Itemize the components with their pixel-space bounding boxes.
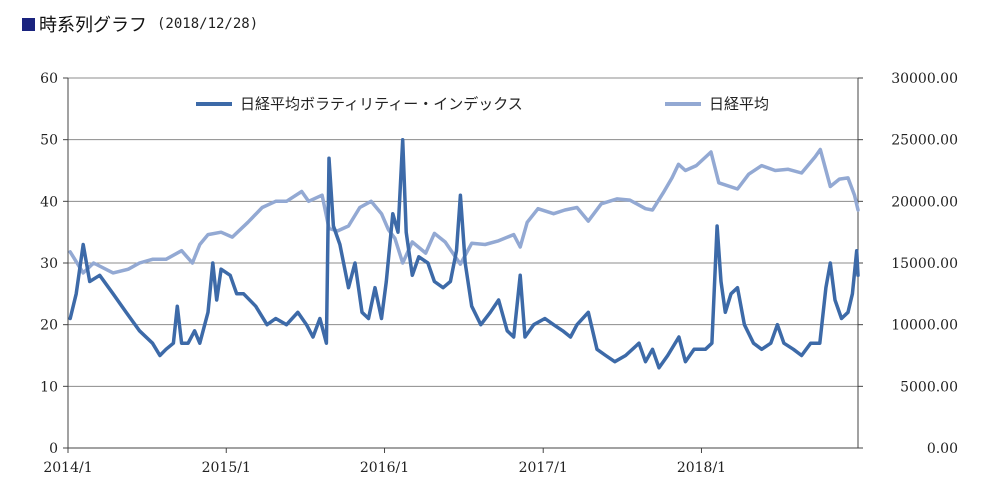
right-tick-label: 20000.00 <box>891 194 958 210</box>
title-square-icon <box>22 17 35 31</box>
chart-date: (2018/12/28) <box>157 16 259 32</box>
left-axis-ticks: 0 10 20 30 40 50 60 <box>40 71 68 457</box>
chart-header: 時系列グラフ (2018/12/28) <box>22 10 258 38</box>
x-tick-label: 2017/1 <box>519 460 568 476</box>
right-tick-label: 5000.00 <box>900 379 958 395</box>
right-tick-label: 0.00 <box>927 441 958 457</box>
left-tick-label: 20 <box>40 318 58 334</box>
chart-title: 時系列グラフ <box>39 15 147 36</box>
x-tick-label: 2018/1 <box>677 460 726 476</box>
series-layer <box>68 137 860 370</box>
x-tick-label: 2014/1 <box>43 460 92 476</box>
x-tick-label: 2015/1 <box>202 460 251 476</box>
left-tick-label: 10 <box>40 379 58 395</box>
right-axis-ticks: 0.00 5000.00 10000.00 15000.00 20000.00 25000… <box>858 71 958 457</box>
left-tick-label: 30 <box>40 256 58 272</box>
x-tick-label: 2016/1 <box>360 460 409 476</box>
series-line-vi <box>68 137 860 370</box>
right-tick-label: 25000.00 <box>891 133 958 149</box>
right-tick-label: 15000.00 <box>891 256 958 272</box>
right-tick-label: 30000.00 <box>891 71 958 87</box>
legend-label-nikkei: 日経平均 <box>709 95 769 113</box>
series-line-nikkei <box>68 147 860 275</box>
legend-label-vi: 日経平均ボラティリティー・インデックス <box>240 95 523 113</box>
left-tick-label: 60 <box>40 71 58 87</box>
legend: 日経平均ボラティリティー・インデックス 日経平均 <box>196 95 769 113</box>
gridlines <box>68 77 858 387</box>
left-tick-label: 0 <box>49 441 58 457</box>
left-tick-label: 40 <box>40 194 58 210</box>
right-tick-label: 10000.00 <box>891 318 958 334</box>
x-axis-ticks: 2014/1 2015/1 2016/1 2017/1 2018/1 <box>43 448 726 476</box>
left-tick-label: 50 <box>40 133 58 149</box>
